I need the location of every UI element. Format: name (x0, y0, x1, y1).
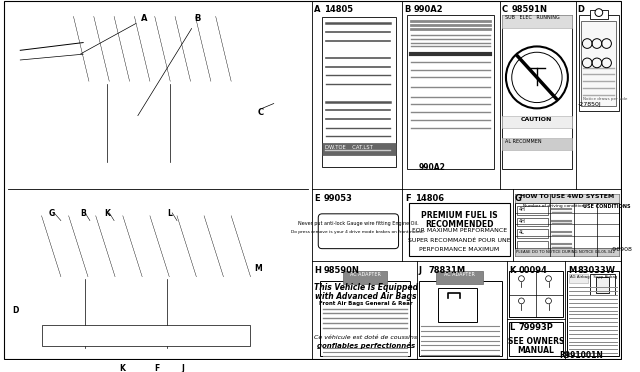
Text: J: J (182, 364, 185, 372)
Bar (502, 116, 572, 128)
Text: Front Air Bags General & Rear: Front Air Bags General & Rear (319, 301, 412, 306)
FancyBboxPatch shape (318, 214, 399, 248)
Text: SUB   ELEC   RUNNING: SUB ELEC RUNNING (505, 16, 560, 20)
Text: 4L: 4L (518, 230, 524, 235)
Text: G: G (48, 209, 54, 218)
Text: E: E (314, 193, 320, 202)
Text: Ce véhicule est doté de coussins: Ce véhicule est doté de coussins (314, 335, 417, 340)
Text: L: L (167, 209, 172, 218)
Bar (409, 203, 510, 256)
Bar (502, 15, 572, 169)
Text: K: K (509, 266, 515, 275)
Bar (322, 143, 396, 155)
Bar (516, 241, 548, 250)
Bar (516, 218, 548, 227)
Text: B: B (80, 209, 86, 218)
Text: D: D (577, 5, 584, 14)
Text: J: J (419, 266, 422, 275)
Text: K: K (104, 209, 110, 218)
Text: Never put anti-lock Gauge wire fitting Engine Oil.: Never put anti-lock Gauge wire fitting E… (298, 221, 418, 225)
Bar (579, 15, 619, 111)
Text: HOW TO USE 4WD SYSTEM: HOW TO USE 4WD SYSTEM (520, 195, 614, 199)
Text: 990A2: 990A2 (419, 163, 445, 171)
Text: 99053: 99053 (324, 193, 353, 202)
Text: 14806: 14806 (415, 193, 444, 202)
Bar (515, 193, 619, 203)
Text: SUPER RECOMMANDÉ POUR UNE: SUPER RECOMMANDÉ POUR UNE (408, 238, 511, 243)
Text: PREMIUM FUEL IS: PREMIUM FUEL IS (421, 211, 498, 220)
Bar (419, 280, 502, 356)
Text: MANUAL: MANUAL (518, 346, 554, 355)
Text: F: F (155, 364, 160, 372)
Text: AL RECOMMEN: AL RECOMMEN (505, 140, 541, 144)
Text: 14805: 14805 (324, 5, 353, 14)
Text: D: D (13, 306, 19, 315)
Bar (42, 325, 250, 346)
Text: with Advanced Air Bags: with Advanced Air Bags (315, 292, 417, 301)
Text: 98590N: 98590N (324, 266, 360, 275)
Text: AC ADAPTER: AC ADAPTER (444, 272, 475, 277)
Text: -96908: -96908 (611, 247, 632, 252)
Bar (509, 322, 563, 356)
Text: A: A (81, 14, 148, 54)
Bar (509, 271, 563, 317)
Text: C: C (502, 5, 508, 14)
Text: DW.TOE    CAT.LST: DW.TOE CAT.LST (325, 145, 373, 150)
Text: M: M (254, 264, 262, 273)
Text: USE CONDITIONS: USE CONDITIONS (583, 204, 631, 209)
Text: CAUTION: CAUTION (521, 117, 552, 122)
Text: -27850J: -27850J (577, 102, 602, 107)
Bar (516, 206, 548, 215)
Text: L: L (509, 323, 514, 332)
Text: PLEASE DO TO NOTICE DURING NOTICE 04-05-342: PLEASE DO TO NOTICE DURING NOTICE 04-05-… (516, 250, 614, 254)
Text: A: A (314, 5, 321, 14)
Text: PERFORMANCE MAXIMUM: PERFORMANCE MAXIMUM (419, 247, 500, 252)
Bar (596, 277, 609, 293)
Bar (516, 229, 548, 238)
Text: RECOMMENDED: RECOMMENDED (425, 219, 494, 229)
Bar (567, 271, 619, 356)
Text: Do press remove is your 4 drive mode brakes on front noted.: Do press remove is your 4 drive mode bra… (291, 230, 424, 234)
Bar (407, 15, 494, 169)
Bar (320, 280, 410, 356)
Text: FOR MAXIMUM PERFORMANCE: FOR MAXIMUM PERFORMANCE (412, 228, 507, 233)
Text: H: H (314, 266, 321, 275)
Text: 00094: 00094 (518, 266, 547, 275)
Text: 98591N: 98591N (512, 5, 548, 14)
Text: G: G (515, 193, 522, 202)
Text: M: M (568, 266, 576, 275)
Bar (590, 274, 615, 295)
Bar (502, 138, 572, 150)
Text: AC ADAPTER: AC ADAPTER (350, 272, 381, 277)
Text: 79993P: 79993P (518, 323, 554, 332)
Text: C: C (257, 108, 264, 117)
Text: 990A2: 990A2 (414, 5, 444, 14)
Circle shape (595, 9, 603, 16)
Bar (438, 288, 477, 322)
Bar (344, 271, 387, 285)
Bar (515, 193, 619, 256)
Text: R991001N: R991001N (559, 351, 603, 360)
Bar (515, 248, 619, 256)
Text: gonflables perfectionnés: gonflables perfectionnés (317, 341, 415, 349)
Text: Notice draws per side: Notice draws per side (583, 97, 628, 101)
Text: This Vehicle Is Equipped: This Vehicle Is Equipped (314, 283, 418, 292)
Bar (502, 15, 572, 28)
Text: 78831M: 78831M (429, 266, 466, 275)
Text: K: K (119, 364, 125, 372)
Text: SEE OWNERS: SEE OWNERS (508, 337, 564, 346)
Text: F: F (405, 193, 411, 202)
Text: Number of driving conditions: Number of driving conditions (524, 204, 587, 208)
Text: 83033W: 83033W (577, 266, 616, 275)
Bar (590, 10, 607, 19)
Text: 4H: 4H (518, 207, 525, 212)
Bar (569, 274, 588, 283)
Bar (436, 271, 483, 285)
Text: B: B (404, 5, 411, 14)
Bar (581, 21, 616, 106)
Bar (322, 17, 396, 167)
Text: B: B (138, 14, 201, 116)
Text: 4H: 4H (518, 219, 525, 224)
Text: AG Airbag   Supp Airbag: AG Airbag Supp Airbag (570, 275, 617, 279)
